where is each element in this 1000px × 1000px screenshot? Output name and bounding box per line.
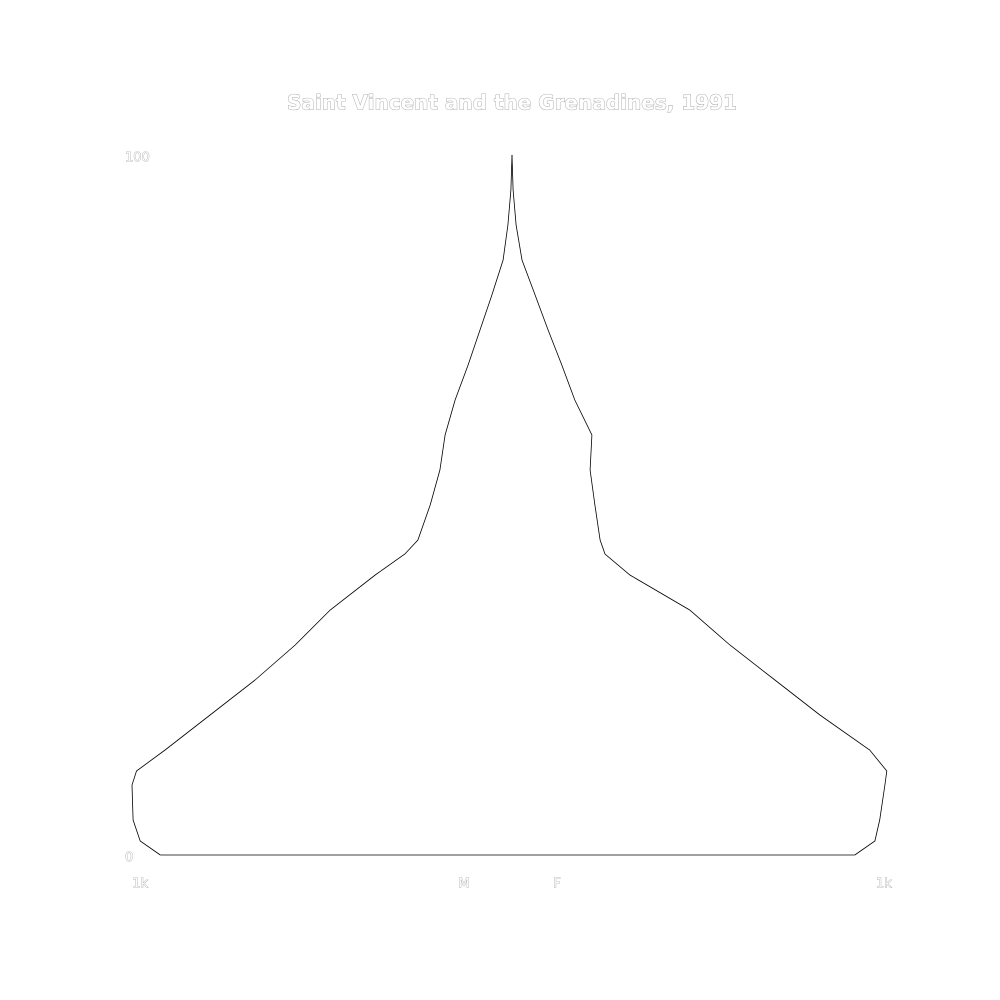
- chart-title: Saint Vincent and the Grenadines, 1991: [287, 91, 737, 115]
- legend-label: F: [553, 877, 560, 892]
- x-tick-label: 1k: [132, 877, 148, 892]
- y-tick-label: 0: [125, 851, 133, 866]
- y-tick-label: 100: [125, 151, 150, 166]
- x-tick-label: 1k: [876, 877, 892, 892]
- population-outline: [511, 154, 888, 856]
- legend-label: M: [458, 877, 469, 892]
- population-outline: [131, 154, 513, 856]
